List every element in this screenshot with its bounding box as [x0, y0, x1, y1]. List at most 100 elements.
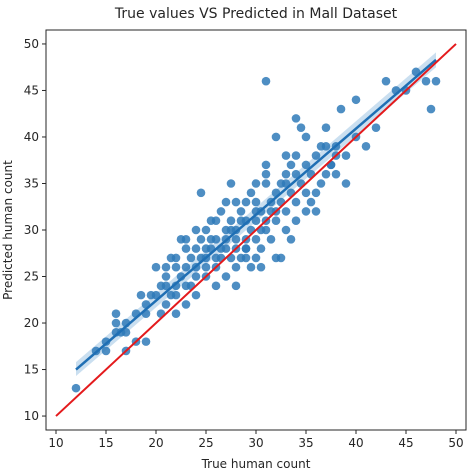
data-point — [231, 235, 241, 244]
x-axis-label: True human count — [201, 457, 311, 471]
data-point — [311, 151, 321, 160]
data-point — [426, 104, 436, 114]
data-point — [271, 216, 281, 225]
data-point — [221, 197, 231, 207]
x-tick-label: 35 — [298, 436, 313, 450]
data-point — [241, 197, 251, 207]
data-point — [281, 207, 291, 216]
data-point — [311, 188, 321, 198]
y-axis-ticks: 10 15 20 25 30 35 40 45 50 — [24, 37, 46, 423]
data-point — [251, 253, 261, 263]
x-tick-label: 30 — [248, 436, 263, 450]
data-point — [291, 114, 301, 123]
x-tick-label: 25 — [198, 436, 213, 450]
data-point — [261, 179, 271, 188]
data-point — [251, 179, 261, 188]
data-point — [141, 337, 151, 346]
data-point — [181, 262, 191, 272]
data-point — [226, 179, 236, 188]
y-tick-label: 40 — [24, 130, 39, 144]
data-point — [291, 169, 301, 179]
data-point — [101, 337, 111, 346]
data-point — [341, 179, 351, 188]
data-point — [361, 141, 371, 151]
data-point — [316, 179, 326, 188]
data-point — [271, 132, 281, 142]
data-point — [321, 141, 331, 151]
data-point — [311, 207, 321, 216]
data-point — [211, 281, 221, 291]
y-tick-label: 25 — [24, 270, 39, 284]
x-axis-ticks: 10 15 20 25 30 35 40 45 50 — [48, 430, 464, 450]
data-point — [301, 188, 311, 198]
identity-line — [55, 43, 457, 417]
data-point — [281, 169, 291, 179]
x-tick-label: 45 — [398, 436, 413, 450]
data-point — [251, 216, 261, 225]
y-tick-label: 50 — [24, 37, 39, 51]
data-point — [301, 207, 311, 216]
y-tick-label: 30 — [24, 223, 39, 237]
data-point — [191, 225, 201, 235]
data-point — [171, 262, 181, 272]
data-point — [196, 188, 206, 198]
data-point — [336, 104, 346, 114]
data-point — [161, 300, 171, 309]
data-point — [381, 76, 391, 86]
data-point — [181, 300, 191, 309]
data-point — [321, 169, 331, 179]
y-tick-label: 15 — [24, 363, 39, 377]
data-point — [201, 225, 211, 235]
data-point — [256, 262, 266, 272]
data-point — [181, 235, 191, 244]
x-tick-label: 50 — [448, 436, 463, 450]
data-point — [191, 272, 201, 281]
data-point — [321, 123, 331, 132]
data-point — [256, 244, 266, 253]
x-tick-label: 10 — [48, 436, 63, 450]
data-point — [296, 123, 306, 132]
data-point — [236, 207, 246, 216]
data-point — [161, 272, 171, 281]
x-tick-label: 20 — [148, 436, 163, 450]
data-point — [261, 76, 271, 86]
data-point — [111, 309, 121, 319]
data-point — [421, 76, 431, 86]
data-point — [191, 290, 201, 300]
data-point — [211, 235, 221, 244]
data-point — [431, 76, 441, 86]
data-point — [281, 151, 291, 160]
data-point — [286, 235, 296, 244]
data-point — [291, 216, 301, 225]
data-point — [276, 253, 286, 263]
data-point — [196, 235, 206, 244]
y-tick-label: 10 — [24, 409, 39, 423]
data-point — [351, 95, 361, 105]
data-point — [261, 160, 271, 170]
data-point — [266, 235, 276, 244]
data-point — [231, 281, 241, 291]
data-point — [111, 318, 121, 328]
data-point — [301, 132, 311, 142]
data-point — [171, 290, 181, 300]
data-point — [216, 207, 226, 216]
data-point — [301, 160, 311, 170]
y-tick-label: 20 — [24, 316, 39, 330]
data-point — [136, 290, 146, 300]
data-point — [261, 225, 271, 235]
x-tick-label: 15 — [98, 436, 113, 450]
data-point — [226, 216, 236, 225]
data-point — [181, 244, 191, 253]
y-axis-label: Predicted human count — [1, 160, 15, 300]
data-point — [286, 160, 296, 170]
data-point — [221, 244, 231, 253]
data-point — [251, 197, 261, 207]
data-point — [151, 262, 161, 272]
data-point — [291, 151, 301, 160]
data-point — [71, 383, 81, 393]
data-point — [371, 123, 381, 132]
data-point — [221, 272, 231, 281]
data-point — [211, 216, 221, 225]
data-point — [281, 225, 291, 235]
